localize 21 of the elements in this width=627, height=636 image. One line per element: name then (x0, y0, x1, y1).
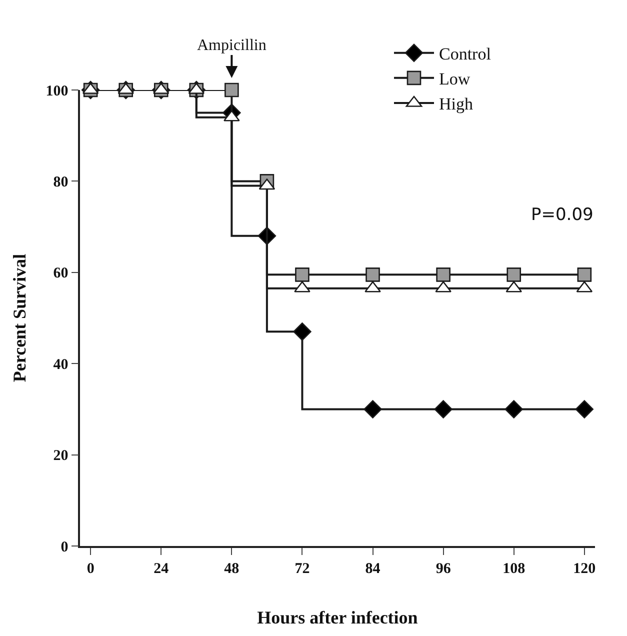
x-tick-label: 120 (573, 560, 596, 577)
x-tick-label: 72 (294, 560, 310, 577)
x-tick-label: 24 (154, 560, 170, 577)
y-tick-label: 80 (53, 174, 68, 190)
annotation: P=0.09 (531, 205, 594, 225)
y-tick-label: 100 (46, 83, 68, 100)
legend-label: Control (439, 44, 492, 64)
y-tick-label: 40 (53, 356, 68, 373)
y-axis-title: Percent Survival (9, 254, 30, 382)
x-tick-label: 48 (224, 560, 240, 577)
x-axis-title: Hours after infection (257, 607, 418, 628)
legend-label: High (439, 94, 474, 114)
x-tick-label: 0 (86, 560, 94, 577)
x-tick-label: 108 (502, 560, 526, 577)
y-tick-label: 60 (53, 266, 68, 282)
annotation: Ampicillin (197, 37, 266, 54)
y-tick-label: 20 (53, 448, 68, 464)
y-tick-label: 0 (60, 539, 68, 556)
x-tick-label: 84 (365, 560, 381, 577)
legend-label: Low (439, 70, 471, 89)
x-tick-label: 96 (436, 560, 452, 577)
